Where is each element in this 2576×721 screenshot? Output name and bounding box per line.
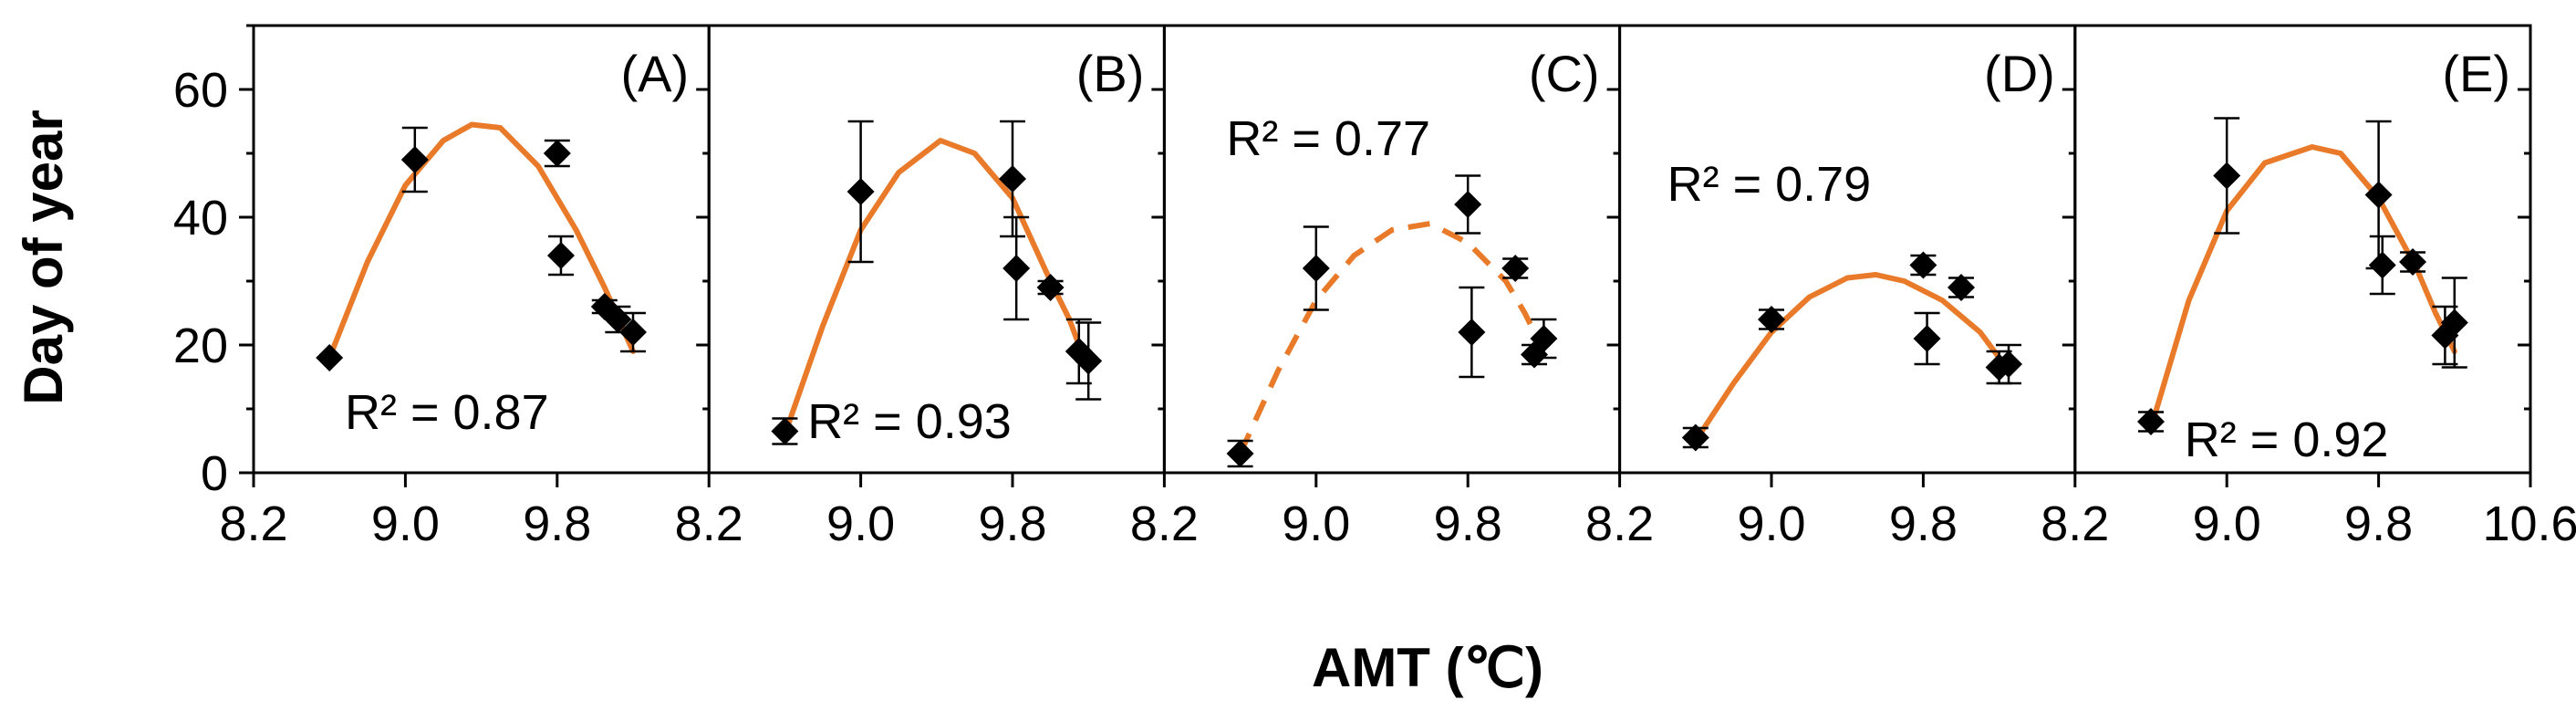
data-point [847,178,875,205]
panels-layer: (A) R² = 0.87 (B) R² = 0.93 (C) R² = 0.77 (D) R… [252,24,2532,475]
x-axis-title: AMT (℃) [1312,637,1543,698]
panel-a: (A) R² = 0.87 [252,24,711,475]
r-squared-label: R² = 0.77 [1226,111,1430,166]
panel-b: (B) R² = 0.93 [707,24,1166,475]
data-point [1913,325,1941,352]
data-point [619,319,647,346]
y-axis-title: Day of year [13,110,74,405]
panel-label: (D) [1984,45,2055,102]
panel-label: (A) [621,45,690,102]
data-point [2137,408,2165,435]
data-point [1036,274,1065,301]
panel-e: (E) R² = 0.92 [2073,24,2532,475]
data-point [1458,319,1486,346]
data-point [1454,191,1482,218]
data-point [1226,440,1254,467]
data-point [2368,251,2396,279]
x-tick-label: 9.8 [1434,496,1502,551]
x-tick-label: 8.2 [1130,496,1199,551]
data-point [1302,255,1330,282]
data-point [1995,350,2022,378]
r-squared-label: R² = 0.87 [345,385,549,440]
x-tick-label: 10.6 [2482,496,2576,551]
x-tick-label: 9.0 [371,496,440,551]
fit-curve [782,138,1092,437]
x-tick-label: 8.2 [2041,496,2109,551]
x-axis-ticks: 8.2 9.0 9.8 8.2 9.0 9.8 8.2 9.0 9.8 8.2 9.0 9.8 8.2 9… [219,473,2576,551]
data-point [1501,255,1530,282]
data-point [2399,248,2427,276]
data-point [1909,251,1937,279]
r-squared-label: R² = 0.79 [1667,157,1872,212]
data-point [546,242,575,269]
y-tick-label: 0 [201,446,228,501]
data-point [1758,306,1785,333]
panel-label: (B) [1076,45,1145,102]
panel-d: (D) R² = 0.79 [1618,24,2077,475]
panel-label: (C) [1529,45,1600,102]
fit-curve [1237,221,1547,455]
data-point [2440,308,2468,337]
x-tick-label: 9.0 [2193,496,2261,551]
x-tick-label: 9.0 [1282,496,1350,551]
data-point [771,417,799,445]
data-point [1002,255,1031,282]
x-tick-label: 9.8 [1889,496,1958,551]
data-point [2364,181,2393,209]
x-tick-label: 9.8 [2344,496,2413,551]
fit-curve [327,121,636,360]
x-tick-label: 8.2 [675,496,743,551]
x-tick-label: 8.2 [219,496,287,551]
fit-curve [2148,144,2457,431]
y-tick-label: 40 [173,191,228,246]
data-point [999,165,1026,193]
panel-c: (C) R² = 0.77 [1162,24,1622,475]
data-point [543,140,571,167]
data-point [1948,274,1975,301]
data-point [1075,347,1103,375]
x-tick-label: 8.2 [1585,496,1654,551]
x-tick-label: 9.8 [523,496,591,551]
r-squared-label: R² = 0.92 [2185,413,2389,467]
data-point [1530,325,1558,352]
panel-frame [2073,24,2532,475]
y-axis-ticks: 0 20 40 60 [173,24,254,501]
x-tick-label: 9.8 [978,496,1046,551]
data-point [316,344,344,371]
y-tick-label: 60 [173,63,228,118]
data-point [1681,423,1709,452]
r-squared-label: R² = 0.93 [807,394,1012,449]
data-point [2213,162,2241,190]
x-tick-label: 9.0 [826,496,895,551]
panel-label: (E) [2442,45,2510,102]
x-tick-label: 9.0 [1737,496,1805,551]
fit-curve [1692,272,2011,444]
y-tick-label: 20 [173,319,228,373]
data-point [400,146,429,173]
